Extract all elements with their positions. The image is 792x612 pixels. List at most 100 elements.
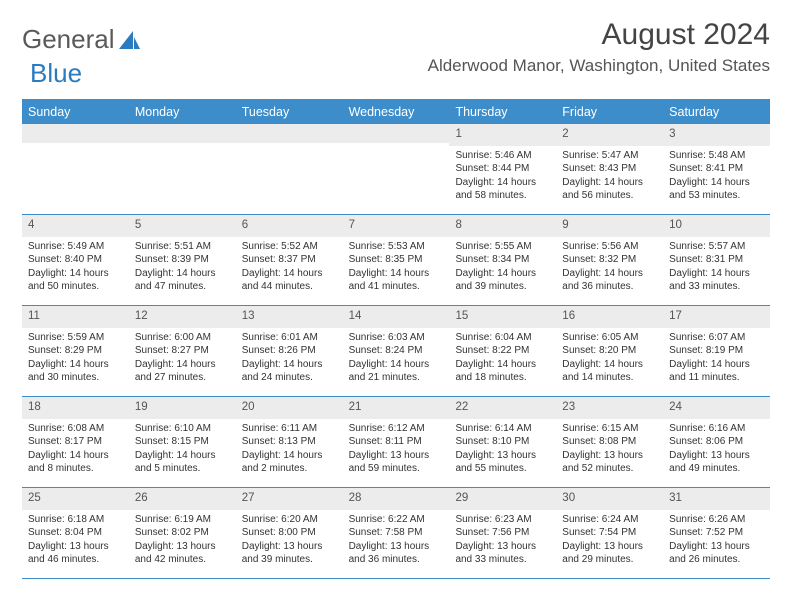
day-header: Friday — [556, 100, 663, 124]
day-info-line: Sunrise: 5:53 AM — [349, 240, 444, 254]
day-body: Sunrise: 6:01 AMSunset: 8:26 PMDaylight:… — [236, 328, 343, 391]
day-number: 24 — [663, 397, 770, 419]
day-cell: 5Sunrise: 5:51 AMSunset: 8:39 PMDaylight… — [129, 215, 236, 305]
day-info-line: Daylight: 14 hours and 2 minutes. — [242, 449, 337, 476]
day-number: 11 — [22, 306, 129, 328]
day-info-line: Daylight: 13 hours and 33 minutes. — [455, 540, 550, 567]
day-header-row: Sunday Monday Tuesday Wednesday Thursday… — [22, 99, 770, 124]
day-info-line: Daylight: 14 hours and 14 minutes. — [562, 358, 657, 385]
day-info-line: Sunset: 8:11 PM — [349, 435, 444, 449]
day-body: Sunrise: 6:11 AMSunset: 8:13 PMDaylight:… — [236, 419, 343, 482]
day-info-line: Sunrise: 5:47 AM — [562, 149, 657, 163]
month-title: August 2024 — [428, 18, 770, 52]
day-body: Sunrise: 6:20 AMSunset: 8:00 PMDaylight:… — [236, 510, 343, 573]
title-block: August 2024 Alderwood Manor, Washington,… — [428, 18, 770, 76]
day-cell: 21Sunrise: 6:12 AMSunset: 8:11 PMDayligh… — [343, 397, 450, 487]
day-cell: 29Sunrise: 6:23 AMSunset: 7:56 PMDayligh… — [449, 488, 556, 578]
day-info-line: Sunrise: 6:14 AM — [455, 422, 550, 436]
week-row: 18Sunrise: 6:08 AMSunset: 8:17 PMDayligh… — [22, 397, 770, 488]
day-body: Sunrise: 6:18 AMSunset: 8:04 PMDaylight:… — [22, 510, 129, 573]
day-body — [236, 143, 343, 152]
day-info-line: Daylight: 13 hours and 29 minutes. — [562, 540, 657, 567]
day-number: 14 — [343, 306, 450, 328]
day-number — [343, 124, 450, 143]
day-number: 17 — [663, 306, 770, 328]
day-info-line: Sunrise: 6:23 AM — [455, 513, 550, 527]
day-body: Sunrise: 6:07 AMSunset: 8:19 PMDaylight:… — [663, 328, 770, 391]
day-number: 1 — [449, 124, 556, 146]
day-cell: 7Sunrise: 5:53 AMSunset: 8:35 PMDaylight… — [343, 215, 450, 305]
day-header: Thursday — [449, 100, 556, 124]
day-info-line: Sunset: 8:40 PM — [28, 253, 123, 267]
day-number: 4 — [22, 215, 129, 237]
day-info-line: Sunrise: 6:03 AM — [349, 331, 444, 345]
brand-sail-icon — [119, 31, 141, 51]
day-header: Saturday — [663, 100, 770, 124]
day-info-line: Daylight: 14 hours and 39 minutes. — [455, 267, 550, 294]
day-info-line: Sunset: 8:17 PM — [28, 435, 123, 449]
day-number: 12 — [129, 306, 236, 328]
week-row: 25Sunrise: 6:18 AMSunset: 8:04 PMDayligh… — [22, 488, 770, 579]
day-info-line: Daylight: 14 hours and 50 minutes. — [28, 267, 123, 294]
day-body: Sunrise: 5:55 AMSunset: 8:34 PMDaylight:… — [449, 237, 556, 300]
day-info-line: Sunset: 8:31 PM — [669, 253, 764, 267]
day-body — [343, 143, 450, 152]
day-info-line: Sunrise: 6:07 AM — [669, 331, 764, 345]
brand-logo: General — [22, 24, 143, 55]
day-info-line: Sunset: 8:02 PM — [135, 526, 230, 540]
day-info-line: Daylight: 13 hours and 39 minutes. — [242, 540, 337, 567]
day-cell: 10Sunrise: 5:57 AMSunset: 8:31 PMDayligh… — [663, 215, 770, 305]
day-number: 18 — [22, 397, 129, 419]
day-body: Sunrise: 5:56 AMSunset: 8:32 PMDaylight:… — [556, 237, 663, 300]
day-number: 21 — [343, 397, 450, 419]
day-header: Monday — [129, 100, 236, 124]
brand-word1: General — [22, 24, 115, 55]
day-body: Sunrise: 6:05 AMSunset: 8:20 PMDaylight:… — [556, 328, 663, 391]
day-info-line: Sunset: 8:15 PM — [135, 435, 230, 449]
day-cell: 28Sunrise: 6:22 AMSunset: 7:58 PMDayligh… — [343, 488, 450, 578]
day-cell: 13Sunrise: 6:01 AMSunset: 8:26 PMDayligh… — [236, 306, 343, 396]
day-body: Sunrise: 5:51 AMSunset: 8:39 PMDaylight:… — [129, 237, 236, 300]
day-body: Sunrise: 6:12 AMSunset: 8:11 PMDaylight:… — [343, 419, 450, 482]
day-info-line: Sunrise: 6:10 AM — [135, 422, 230, 436]
day-info-line: Sunset: 8:08 PM — [562, 435, 657, 449]
day-body: Sunrise: 5:59 AMSunset: 8:29 PMDaylight:… — [22, 328, 129, 391]
day-body: Sunrise: 6:10 AMSunset: 8:15 PMDaylight:… — [129, 419, 236, 482]
day-number: 2 — [556, 124, 663, 146]
week-row: 1Sunrise: 5:46 AMSunset: 8:44 PMDaylight… — [22, 124, 770, 215]
day-info-line: Sunrise: 5:59 AM — [28, 331, 123, 345]
day-info-line: Daylight: 13 hours and 42 minutes. — [135, 540, 230, 567]
day-cell: 4Sunrise: 5:49 AMSunset: 8:40 PMDaylight… — [22, 215, 129, 305]
day-body — [129, 143, 236, 152]
day-info-line: Sunset: 7:58 PM — [349, 526, 444, 540]
day-number: 29 — [449, 488, 556, 510]
day-info-line: Sunset: 8:34 PM — [455, 253, 550, 267]
day-info-line: Sunrise: 6:20 AM — [242, 513, 337, 527]
day-body: Sunrise: 6:19 AMSunset: 8:02 PMDaylight:… — [129, 510, 236, 573]
day-info-line: Sunset: 8:37 PM — [242, 253, 337, 267]
day-cell: 30Sunrise: 6:24 AMSunset: 7:54 PMDayligh… — [556, 488, 663, 578]
day-cell — [22, 124, 129, 214]
day-info-line: Sunset: 8:24 PM — [349, 344, 444, 358]
day-cell: 11Sunrise: 5:59 AMSunset: 8:29 PMDayligh… — [22, 306, 129, 396]
day-info-line: Daylight: 14 hours and 58 minutes. — [455, 176, 550, 203]
day-body: Sunrise: 5:46 AMSunset: 8:44 PMDaylight:… — [449, 146, 556, 209]
day-info-line: Sunrise: 6:11 AM — [242, 422, 337, 436]
day-info-line: Daylight: 14 hours and 11 minutes. — [669, 358, 764, 385]
day-info-line: Daylight: 14 hours and 47 minutes. — [135, 267, 230, 294]
day-cell: 12Sunrise: 6:00 AMSunset: 8:27 PMDayligh… — [129, 306, 236, 396]
day-number: 8 — [449, 215, 556, 237]
day-cell: 18Sunrise: 6:08 AMSunset: 8:17 PMDayligh… — [22, 397, 129, 487]
day-info-line: Sunset: 8:32 PM — [562, 253, 657, 267]
week-row: 4Sunrise: 5:49 AMSunset: 8:40 PMDaylight… — [22, 215, 770, 306]
day-cell: 27Sunrise: 6:20 AMSunset: 8:00 PMDayligh… — [236, 488, 343, 578]
day-number — [129, 124, 236, 143]
day-info-line: Sunrise: 6:24 AM — [562, 513, 657, 527]
day-info-line: Sunrise: 6:18 AM — [28, 513, 123, 527]
day-body: Sunrise: 6:14 AMSunset: 8:10 PMDaylight:… — [449, 419, 556, 482]
day-info-line: Sunrise: 5:48 AM — [669, 149, 764, 163]
day-info-line: Daylight: 14 hours and 21 minutes. — [349, 358, 444, 385]
day-cell: 23Sunrise: 6:15 AMSunset: 8:08 PMDayligh… — [556, 397, 663, 487]
day-info-line: Sunrise: 5:57 AM — [669, 240, 764, 254]
day-info-line: Daylight: 14 hours and 36 minutes. — [562, 267, 657, 294]
